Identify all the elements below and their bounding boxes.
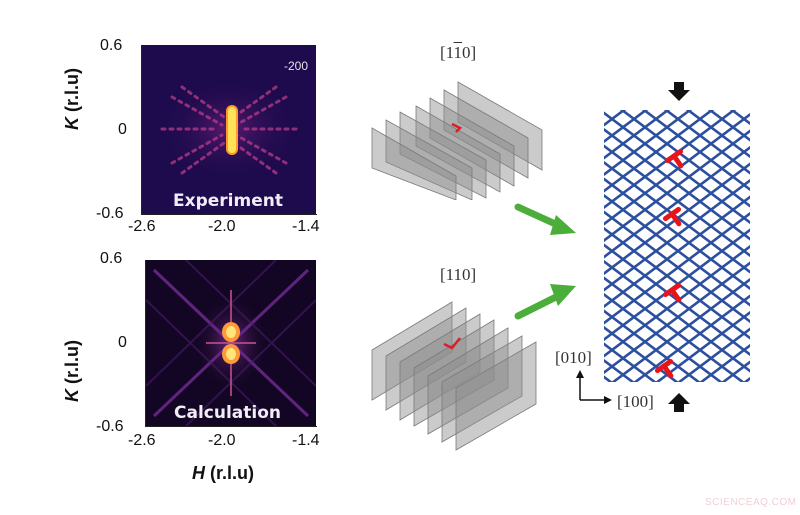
- green-arrow-top-icon: [514, 203, 576, 235]
- calculation-heatmap: Calculation: [146, 260, 316, 426]
- experiment-panel: K (r.l.u) 0.6 0 -0.6: [0, 0, 340, 250]
- calculation-yaxis: [145, 260, 146, 427]
- axis-010-label: [010]: [555, 348, 592, 367]
- plane-stack-top: [371, 81, 543, 200]
- ytick-mid: 0: [118, 334, 127, 351]
- xtick-right: -1.4: [292, 218, 320, 235]
- experiment-heatmap: -200 Experiment: [142, 45, 316, 214]
- calculation-panel: K (r.l.u) 0.6 0 -0.6: [0, 0, 340, 515]
- xtick-mid: -2.0: [208, 432, 236, 449]
- axis-indicator-icon: [576, 370, 612, 404]
- dislocation-icon: [662, 282, 682, 303]
- ytick-top: 0.6: [100, 37, 123, 54]
- stack-top-direction-label: [110]: [440, 43, 477, 62]
- compression-arrow-bottom-icon: [668, 393, 690, 412]
- xtick-right: -1.4: [292, 432, 320, 449]
- xtick-mid: -2.0: [208, 218, 236, 235]
- calculation-xaxis: [145, 426, 317, 427]
- experiment-yaxis: [141, 45, 142, 215]
- ytick-bottom: -0.6: [96, 418, 124, 435]
- calculation-heatmap-graphic: [146, 260, 316, 426]
- experiment-heatmap-graphic: [142, 45, 316, 214]
- plane-stack-bottom: [371, 301, 537, 451]
- dislocation-icon: [664, 148, 684, 169]
- stack-bottom-direction-label: [110]: [440, 265, 477, 284]
- xtick-left: -2.6: [128, 218, 156, 235]
- reflection-label: -200: [283, 59, 308, 73]
- calculation-label: Calculation: [174, 403, 281, 423]
- dislocation-icon: [443, 337, 461, 350]
- dislocation-icon: [654, 358, 674, 379]
- axis-100-label: [100]: [617, 392, 654, 411]
- green-arrow-bottom-icon: [514, 284, 576, 320]
- dislocation-icon: [451, 122, 463, 133]
- dislocated-lattice: [604, 110, 750, 382]
- calculation-xlabel: H (r.l.u): [192, 463, 254, 483]
- ytick-top: 0.6: [100, 250, 123, 267]
- compression-arrow-top-icon: [668, 82, 690, 101]
- experiment-xaxis: [141, 214, 317, 215]
- dislocation-icon: [662, 206, 682, 227]
- ytick-mid: 0: [118, 121, 127, 138]
- experiment-label: Experiment: [173, 191, 283, 211]
- xtick-left: -2.6: [128, 432, 156, 449]
- ytick-bottom: -0.6: [96, 205, 124, 222]
- calculation-ylabel: K (r.l.u): [62, 340, 82, 402]
- watermark: SCIENCEAQ.COM: [705, 497, 797, 508]
